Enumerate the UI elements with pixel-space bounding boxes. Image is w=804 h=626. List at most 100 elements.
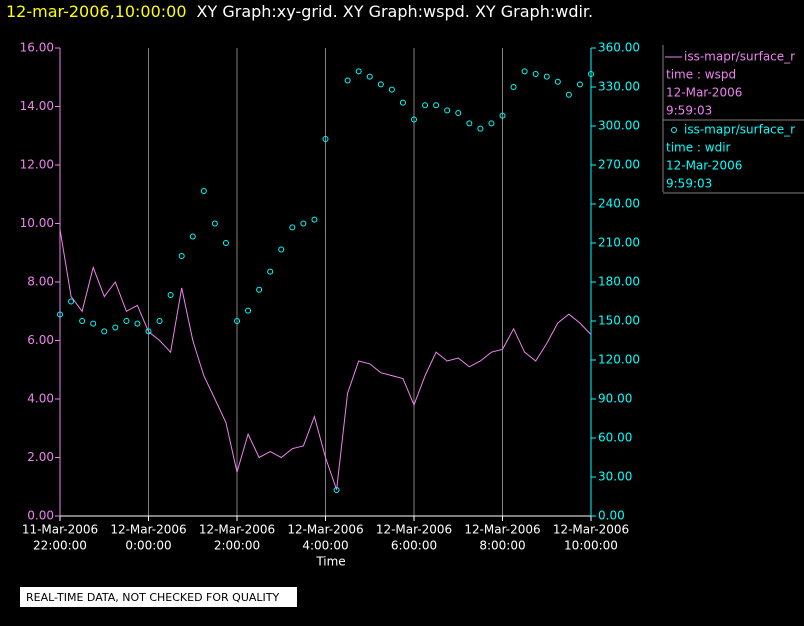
- y-tick-label: 10.00: [20, 216, 54, 230]
- scatter-point: [300, 220, 307, 227]
- scatter-point: [311, 216, 318, 223]
- y2-tick-label: 300.00: [598, 119, 640, 133]
- scatter-point: [178, 253, 185, 259]
- scatter-point: [57, 311, 63, 318]
- scatter-point: [466, 120, 473, 127]
- scatter-point: [200, 188, 207, 194]
- scatter-point: [156, 318, 163, 324]
- scatter-point: [322, 136, 329, 142]
- scatter-point: [167, 292, 174, 298]
- scatter-point: [377, 81, 384, 88]
- y2-tick-label: 0.00: [598, 509, 625, 523]
- y2-tick-label: 30.00: [598, 470, 632, 484]
- y-tick-label: 0.00: [27, 509, 54, 523]
- scatter-point: [510, 84, 517, 90]
- y-tick-label: 2.00: [27, 450, 54, 464]
- scatter-point: [455, 110, 462, 116]
- legend-label: iss-mapr/surface_r: [684, 123, 795, 137]
- scatter-point: [499, 112, 506, 119]
- scatter-point: [388, 86, 395, 93]
- scatter-point: [433, 102, 440, 109]
- x-tick-label: 6:00:00: [391, 539, 437, 553]
- y2-tick-label: 210.00: [598, 236, 640, 250]
- scatter-point: [366, 73, 373, 80]
- scatter-point: [477, 125, 484, 132]
- x-tick-label: 12-Mar-2006: [199, 523, 275, 537]
- scatter-point: [79, 318, 86, 324]
- scatter-point: [565, 91, 572, 98]
- legend-detail: time : wdir: [666, 141, 731, 155]
- x-tick-label: 12-Mar-2006: [464, 523, 540, 537]
- scatter-point: [554, 78, 561, 85]
- scatter-point: [90, 320, 97, 327]
- scatter-point: [211, 220, 218, 227]
- legend-detail: 9:59:03: [666, 177, 712, 191]
- x-tick-label: 0:00:00: [125, 539, 171, 553]
- x-tick-label: 8:00:00: [479, 539, 525, 553]
- scatter-point: [101, 328, 108, 335]
- scatter-point: [68, 298, 75, 305]
- scatter-point: [278, 246, 285, 253]
- x-tick-label: 11-Mar-2006: [22, 523, 98, 537]
- scatter-point: [333, 487, 340, 493]
- scatter-point: [134, 320, 141, 327]
- line-series: [59, 229, 592, 490]
- scatter-point: [588, 71, 594, 77]
- scatter-point: [422, 102, 429, 109]
- footer-note: REAL-TIME DATA, NOT CHECKED FOR QUALITY: [26, 591, 280, 604]
- scatter-point: [532, 71, 539, 77]
- legend-detail: 9:59:03: [666, 104, 712, 118]
- x-tick-label: 4:00:00: [302, 539, 348, 553]
- x-tick-label: 2:00:00: [214, 539, 260, 553]
- legend-detail: time : wspd: [666, 68, 736, 82]
- scatter-point: [521, 68, 528, 75]
- scatter-point: [112, 324, 119, 331]
- scatter-point: [444, 107, 451, 114]
- scatter-point: [488, 120, 495, 127]
- legend-detail: 12-Mar-2006: [666, 86, 742, 100]
- x-tick-label: 12-Mar-2006: [110, 523, 186, 537]
- x-tick-label: 10:00:00: [564, 539, 618, 553]
- scatter-point: [245, 307, 252, 314]
- y2-tick-label: 180.00: [598, 275, 640, 289]
- scatter-point: [189, 233, 196, 240]
- y-tick-label: 12.00: [20, 158, 54, 172]
- y2-tick-label: 60.00: [598, 431, 632, 445]
- title-text: XY Graph:xy-grid. XY Graph:wspd. XY Grap…: [197, 2, 594, 21]
- x-axis-label: Time: [315, 555, 345, 569]
- scatter-point: [543, 73, 550, 80]
- footer-box: [20, 587, 297, 607]
- y2-tick-label: 90.00: [598, 392, 632, 406]
- y-tick-label: 16.00: [20, 41, 54, 55]
- x-tick-label: 12-Mar-2006: [287, 523, 363, 537]
- legend-detail: 12-Mar-2006: [666, 159, 742, 173]
- chart-title: 12-mar-2006,10:00:00 XY Graph:xy-grid. XY…: [6, 2, 593, 21]
- scatter-point: [411, 116, 417, 123]
- x-tick-label: 22:00:00: [33, 539, 87, 553]
- x-tick-label: 12-Mar-2006: [553, 523, 629, 537]
- y2-tick-label: 150.00: [598, 314, 640, 328]
- y-tick-label: 4.00: [27, 392, 54, 406]
- title-time: 12-mar-2006,10:00:00: [6, 2, 187, 21]
- y2-tick-label: 120.00: [598, 353, 640, 367]
- scatter-point: [267, 268, 274, 275]
- y2-tick-label: 240.00: [598, 197, 640, 211]
- y2-tick-label: 360.00: [598, 41, 640, 55]
- scatter-point: [344, 77, 351, 84]
- y-tick-label: 8.00: [27, 275, 54, 289]
- y2-tick-label: 330.00: [598, 80, 640, 94]
- scatter-point: [289, 224, 296, 231]
- x-tick-label: 12-Mar-2006: [376, 523, 452, 537]
- scatter-point: [222, 240, 229, 246]
- legend-label: iss-mapr/surface_r: [684, 50, 795, 64]
- scatter-point: [256, 286, 263, 293]
- scatter-point: [576, 81, 583, 88]
- scatter-point: [234, 318, 240, 324]
- y-tick-label: 14.00: [20, 99, 54, 113]
- y-tick-label: 6.00: [27, 333, 54, 347]
- scatter-point: [145, 328, 152, 335]
- scatter-point: [355, 68, 362, 75]
- y2-tick-label: 270.00: [598, 158, 640, 172]
